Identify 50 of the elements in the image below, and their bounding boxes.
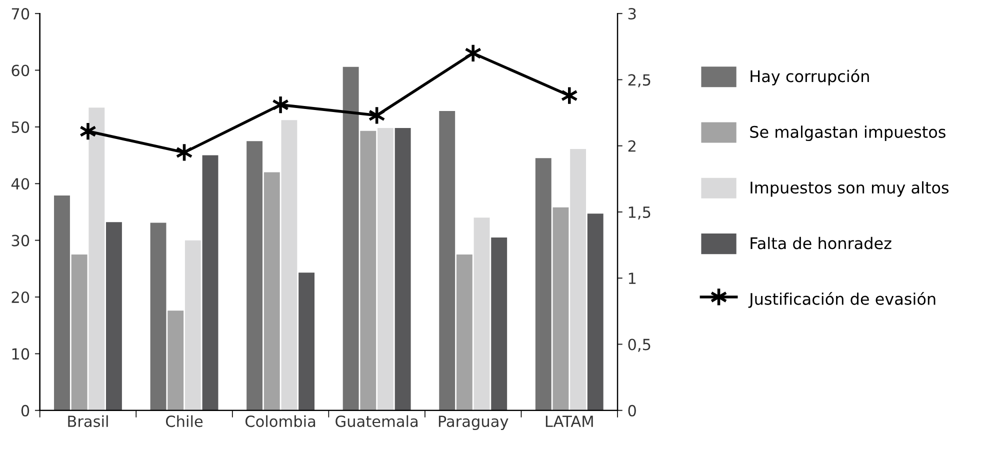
bar xyxy=(264,172,280,410)
legend-label: Falta de honradez xyxy=(750,236,892,250)
bar xyxy=(394,128,411,410)
x-tick-label: Brasil xyxy=(68,415,108,428)
bar xyxy=(71,254,88,410)
bar xyxy=(535,158,552,410)
bar xyxy=(281,120,298,410)
legend-label: Justificación de evasión xyxy=(748,292,936,308)
legend-label: Se malgastan impuestos xyxy=(750,126,946,142)
bar xyxy=(587,214,604,410)
bar xyxy=(570,149,586,410)
bar xyxy=(168,310,184,410)
x-tick-label: Chile xyxy=(166,415,203,428)
y-tick-label: 10 xyxy=(12,348,30,360)
legend-label: Hay corrupción xyxy=(750,69,869,86)
y-tick-label: 20 xyxy=(12,291,30,304)
bar xyxy=(150,222,166,410)
x-tick-label: LATAM xyxy=(546,416,593,427)
y2-tick-label: 1,5 xyxy=(628,206,650,220)
bar xyxy=(360,130,376,410)
y2-tick-label: 0,5 xyxy=(628,338,650,352)
y-tick-label: 0 xyxy=(21,404,30,416)
bar xyxy=(456,254,472,410)
x-tick-label: Guatemala xyxy=(336,415,418,428)
x-tick-label: Colombia xyxy=(246,415,316,428)
y2-tick-label: 0 xyxy=(628,404,636,416)
bar xyxy=(474,218,490,410)
y2-tick-label: 1 xyxy=(628,272,636,284)
y-tick-label: 60 xyxy=(12,64,30,76)
bar xyxy=(54,196,70,410)
bar xyxy=(378,128,394,410)
legend-label: Impuestos son muy altos xyxy=(750,181,949,197)
y2-tick-label: 3 xyxy=(628,8,636,20)
bar xyxy=(298,272,315,410)
bar xyxy=(439,111,456,410)
bar xyxy=(342,66,359,410)
y2-tick-label: 2,5 xyxy=(628,74,650,88)
y-tick-label: 50 xyxy=(12,121,30,133)
x-tick-label: Paraguay xyxy=(438,416,508,430)
bar xyxy=(184,240,201,410)
bar xyxy=(88,108,105,410)
y-tick-label: 30 xyxy=(12,234,30,246)
y2-tick-label: 2 xyxy=(628,140,636,152)
y-tick-label: 70 xyxy=(12,8,30,20)
bar xyxy=(552,207,569,410)
bar xyxy=(106,222,122,410)
bar xyxy=(491,237,508,410)
bar xyxy=(202,155,218,410)
y-tick-label: 40 xyxy=(11,178,30,190)
bar xyxy=(246,141,263,410)
